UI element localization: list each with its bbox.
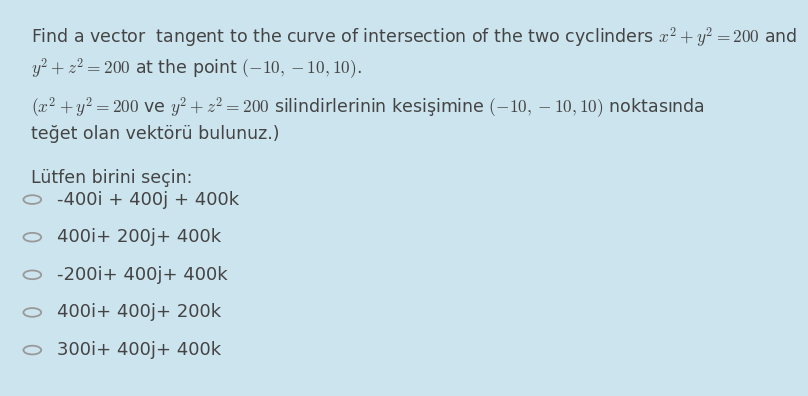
Text: -200i+ 400j+ 400k: -200i+ 400j+ 400k xyxy=(57,266,227,284)
Text: 400i+ 200j+ 400k: 400i+ 200j+ 400k xyxy=(57,228,221,246)
Text: 300i+ 400j+ 400k: 300i+ 400j+ 400k xyxy=(57,341,221,359)
Text: 400i+ 400j+ 200k: 400i+ 400j+ 200k xyxy=(57,303,221,322)
Text: $(x^2 + y^2 = 200$ ve $y^2 + z^2 = 200$ silindirlerinin kesişimine $(-10, -10, 1: $(x^2 + y^2 = 200$ ve $y^2 + z^2 = 200$ … xyxy=(31,95,705,120)
Text: -400i + 400j + 400k: -400i + 400j + 400k xyxy=(57,190,238,209)
Text: Find a vector  tangent to the curve of intersection of the two cyclinders $x^2 +: Find a vector tangent to the curve of in… xyxy=(31,26,797,50)
Text: teğet olan vektörü bulunuz.): teğet olan vektörü bulunuz.) xyxy=(31,125,280,143)
Text: Lütfen birini seçin:: Lütfen birini seçin: xyxy=(31,169,192,187)
Text: $y^2 + z^2 = 200$ at the point $(-10, -10, 10)$.: $y^2 + z^2 = 200$ at the point $(-10, -1… xyxy=(31,56,361,81)
